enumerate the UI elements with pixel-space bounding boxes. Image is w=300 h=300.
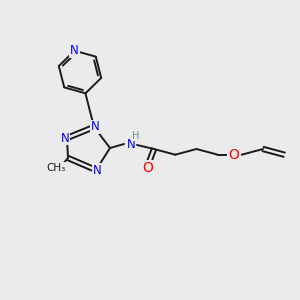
Text: H: H [132,131,140,141]
Text: O: O [228,148,239,162]
Text: N: N [93,164,101,176]
Text: CH₃: CH₃ [46,163,66,173]
Text: N: N [61,131,69,145]
Text: N: N [127,139,135,152]
Text: N: N [91,121,99,134]
Text: N: N [70,44,79,57]
Text: O: O [142,161,153,175]
